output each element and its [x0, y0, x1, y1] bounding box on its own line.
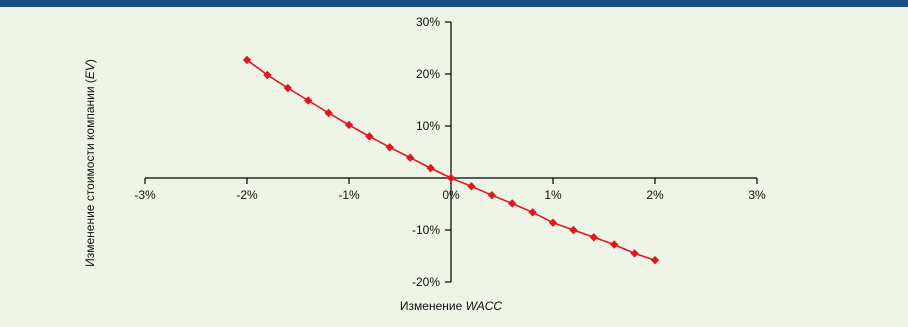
data-point-marker: [446, 173, 456, 183]
x-axis-title: Изменение WACC: [400, 299, 502, 313]
x-tick-label: 0%: [442, 188, 460, 202]
x-tick-label: -1%: [338, 188, 360, 202]
y-tick-label: 20%: [416, 67, 440, 81]
data-point-marker: [365, 132, 374, 141]
y-tick-label: -20%: [412, 275, 440, 289]
data-point-marker: [548, 218, 558, 227]
data-point-marker: [487, 190, 496, 200]
x-tick-label: 2%: [646, 188, 664, 202]
data-point-marker: [385, 143, 394, 152]
x-tick-label: 1%: [544, 188, 562, 202]
data-point-marker: [610, 240, 619, 249]
y-tick-label: 30%: [416, 15, 440, 29]
data-point-marker: [426, 163, 435, 173]
y-axis-title: Изменение стоимости компании (EV): [83, 59, 97, 267]
data-point-marker: [650, 255, 660, 265]
data-point-marker: [406, 153, 415, 162]
x-tick-label: -2%: [236, 188, 258, 202]
x-tick-label: -3%: [134, 188, 156, 202]
data-point-marker: [324, 108, 333, 118]
y-tick-label: 10%: [416, 119, 440, 133]
data-point-marker: [283, 83, 292, 93]
data-point-marker: [263, 70, 272, 80]
data-point-marker: [508, 199, 517, 208]
y-tick-label: -10%: [412, 223, 440, 237]
data-point-marker: [304, 96, 313, 105]
data-point-marker: [630, 249, 639, 258]
data-point-marker: [569, 225, 578, 235]
data-point-marker: [242, 55, 252, 65]
top-border-bar: [0, 0, 908, 7]
data-point-marker: [467, 182, 476, 191]
data-point-marker: [344, 120, 354, 130]
data-point-marker: [589, 233, 598, 242]
data-point-marker: [528, 208, 537, 217]
x-tick-label: 3%: [748, 188, 766, 202]
